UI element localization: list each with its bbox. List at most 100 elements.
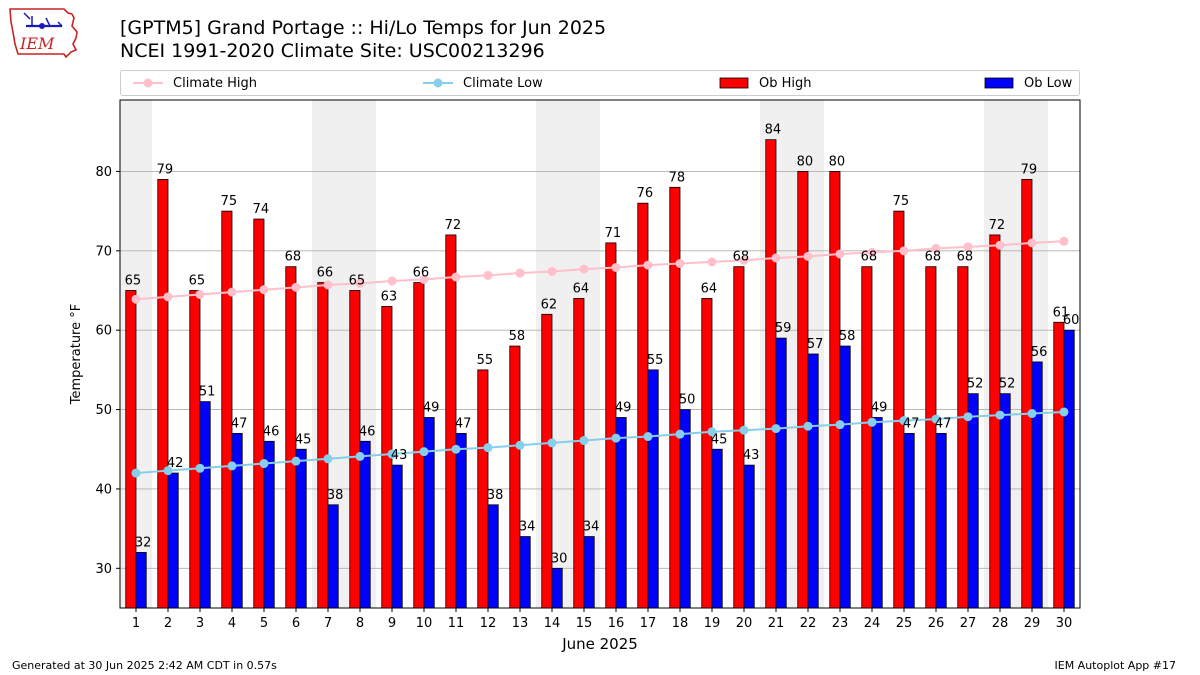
legend-item-ob-low: Ob Low — [984, 71, 1072, 95]
x-tick-label: 8 — [356, 616, 364, 631]
ob-low-label: 52 — [967, 377, 984, 392]
ob-high-label: 79 — [157, 162, 174, 177]
chart-subtitle: NCEI 1991-2020 Climate Site: USC00213296 — [120, 40, 545, 62]
ob-high-bar — [1053, 321, 1065, 609]
y-axis-label: Temperature °F — [69, 304, 84, 405]
climate-low-point — [771, 424, 781, 434]
ob-high-bar — [861, 266, 873, 609]
ob-high-label: 71 — [605, 226, 622, 241]
ob-low-label: 52 — [999, 377, 1016, 392]
ob-low-bar — [135, 552, 147, 609]
climate-high-line — [135, 240, 1065, 301]
ob-high-bar — [221, 210, 233, 609]
climate-low-line — [135, 410, 1065, 475]
ob-low-label: 47 — [455, 416, 472, 431]
x-tick-label: 6 — [292, 616, 300, 631]
climate-low-point — [387, 449, 397, 459]
climate-low-point — [291, 456, 301, 466]
ob-high-bar — [317, 282, 329, 609]
x-tick-label: 4 — [228, 616, 236, 631]
x-tick-label: 23 — [832, 616, 849, 631]
climate-high-point — [931, 243, 941, 253]
climate-lines — [131, 236, 1069, 478]
y-tick-label: 50 — [95, 403, 112, 418]
legend-item-climate-high: Climate High — [133, 71, 257, 95]
ob-low-label: 43 — [743, 448, 760, 463]
iem-logo-text: IEM — [19, 34, 55, 53]
y-tick-label: 30 — [95, 562, 112, 577]
ob-low-label: 38 — [327, 488, 344, 503]
x-axis-label: June 2025 — [561, 635, 638, 653]
ob-low-bar — [743, 464, 755, 609]
footer-generated: Generated at 30 Jun 2025 2:42 AM CDT in … — [12, 659, 277, 672]
climate-high-point — [643, 260, 653, 270]
x-tick-label: 14 — [544, 616, 561, 631]
ob-high-label: 63 — [381, 289, 398, 304]
legend-label: Ob Low — [1024, 75, 1073, 91]
ob-high-label: 68 — [285, 250, 302, 265]
ob-low-bar — [839, 345, 851, 609]
ob-low-bar — [487, 504, 499, 609]
climate-low-point — [1059, 407, 1069, 417]
ob-low-label: 42 — [167, 456, 184, 471]
x-tick-label: 29 — [1024, 616, 1041, 631]
climate-low-point — [867, 417, 877, 427]
ob-low-bar — [359, 440, 371, 609]
ob-low-label: 49 — [871, 401, 888, 416]
climate-high-point — [227, 287, 237, 297]
x-tick-label: 12 — [480, 616, 497, 631]
x-tick-label: 30 — [1056, 616, 1073, 631]
ob-low-bar — [679, 409, 691, 609]
climate-low-point — [163, 466, 173, 476]
x-tick-label: 19 — [704, 616, 721, 631]
ob-high-label: 55 — [477, 353, 494, 368]
footer-app: IEM Autoplot App #17 — [1054, 659, 1177, 672]
ob-low-bar — [871, 417, 883, 609]
data-labels: 65 32 79 42 65 51 75 47 74 46 68 45 66 38 65 46 63 43 66 49… — [125, 123, 1080, 567]
ob-high-label: 68 — [733, 250, 750, 265]
climate-high-point — [483, 270, 493, 280]
ob-low-label: 43 — [391, 448, 408, 463]
climate-high-point — [899, 246, 909, 256]
legend-item-ob-high: Ob High — [719, 71, 812, 95]
ob-low-label: 56 — [1031, 345, 1048, 360]
ob-low-label: 32 — [135, 535, 152, 550]
climate-high-point — [675, 259, 685, 269]
ob-high-label: 72 — [989, 218, 1006, 233]
x-tick-label: 7 — [324, 616, 332, 631]
ob-low-bar — [167, 472, 179, 609]
ob-high-bar — [605, 242, 617, 609]
ob-high-bar — [701, 298, 713, 609]
ob-high-bar — [349, 290, 361, 609]
ob-low-bar — [295, 448, 307, 609]
ob-low-label: 34 — [583, 520, 600, 535]
ob-low-bar — [455, 432, 467, 609]
ob-high-label: 66 — [317, 266, 334, 281]
ob-high-bar — [797, 171, 809, 609]
x-tick-label: 13 — [512, 616, 529, 631]
chart-title: [GPTM5] Grand Portage :: Hi/Lo Temps for… — [120, 17, 607, 39]
ob-low-bar — [647, 369, 659, 609]
ob-high-label: 72 — [445, 218, 462, 233]
climate-low-point — [643, 432, 653, 442]
climate-high-point — [195, 289, 205, 299]
ob-high-label: 66 — [413, 266, 430, 281]
climate-low-point — [963, 412, 973, 422]
ob-high-bar — [573, 298, 585, 609]
climate-low-point — [1027, 409, 1037, 419]
gridlines — [120, 171, 1080, 569]
ob-low-label: 50 — [679, 393, 696, 408]
climate-high-point — [451, 272, 461, 282]
ob-low-label: 55 — [647, 353, 664, 368]
climate-low-point — [739, 425, 749, 435]
x-tick-label: 16 — [608, 616, 625, 631]
ob-low-label: 30 — [551, 551, 568, 566]
climate-high-point — [1027, 238, 1037, 248]
ob-low-label: 58 — [839, 329, 856, 344]
ob-low-bar — [615, 417, 627, 609]
ob-low-bar — [231, 432, 243, 609]
ob-high-bar — [509, 345, 521, 609]
ob-high-bar — [157, 178, 169, 609]
ob-low-bar — [423, 417, 435, 609]
climate-low-point — [707, 427, 717, 437]
